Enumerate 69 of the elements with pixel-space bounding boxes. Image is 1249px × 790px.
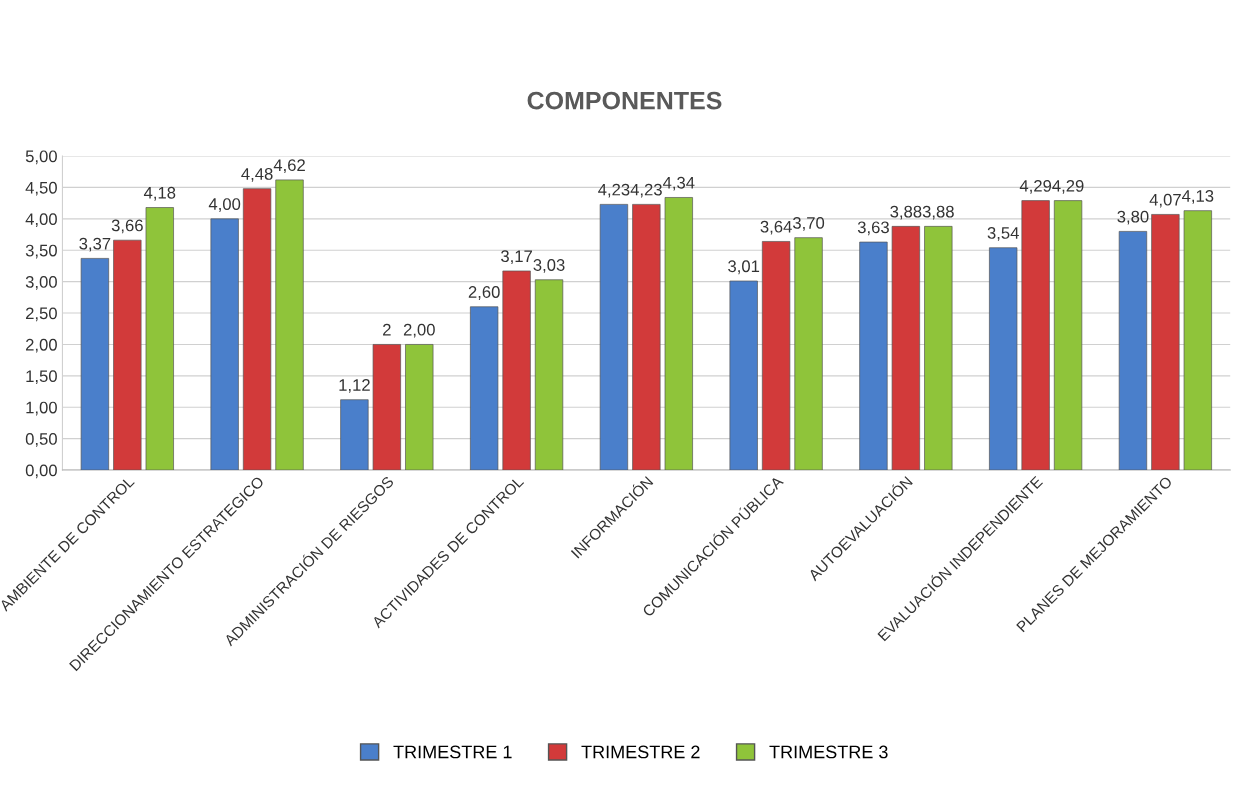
y-tick-label: 2,50 <box>25 307 57 322</box>
bar <box>372 344 401 471</box>
data-label: 3,80 <box>1117 210 1149 225</box>
y-tick-label: 0,50 <box>25 433 57 447</box>
data-label: 3,88 <box>922 205 954 220</box>
bar <box>113 239 142 471</box>
bar <box>729 280 758 471</box>
bar <box>794 237 823 471</box>
data-label: 4,34 <box>662 176 695 191</box>
data-label: 4,29 <box>1019 179 1052 194</box>
data-label: 3,37 <box>79 237 111 252</box>
data-label: 2 <box>383 323 391 336</box>
bar <box>891 226 921 471</box>
bar <box>1021 200 1050 471</box>
data-label: 4,13 <box>1181 190 1214 204</box>
bar <box>340 399 369 471</box>
bar <box>599 204 629 471</box>
legend-label: TRIMESTRE 2 <box>581 745 700 759</box>
y-tick-label: 4,00 <box>25 213 57 227</box>
y-tick-label: 3,00 <box>25 276 57 290</box>
bar <box>1118 231 1148 471</box>
y-tick-label: 3,50 <box>25 244 57 259</box>
y-tick-label: 4,50 <box>25 181 57 196</box>
data-label: 4,00 <box>208 198 241 212</box>
bar <box>1183 210 1212 471</box>
bar <box>924 226 953 471</box>
data-label: 1,12 <box>339 379 370 393</box>
bar <box>275 179 304 471</box>
bar <box>989 247 1018 471</box>
data-label: 2,00 <box>403 323 435 338</box>
y-tick-label: 0,00 <box>25 464 57 479</box>
data-label: 4,23 <box>630 183 662 198</box>
data-label: 4,48 <box>241 168 273 182</box>
data-label: 3,63 <box>857 221 889 236</box>
data-label: 3,66 <box>111 219 143 234</box>
data-label: 4,07 <box>1149 193 1181 208</box>
bar <box>632 204 661 471</box>
bar <box>1151 214 1180 471</box>
data-label: 4,29 <box>1052 179 1084 194</box>
bar <box>761 241 791 471</box>
data-label: 3,54 <box>987 227 1019 241</box>
data-label: 4,18 <box>143 186 176 201</box>
bar <box>210 218 239 471</box>
bar <box>664 197 693 471</box>
bar <box>405 344 434 471</box>
y-tick-label: 5,00 <box>25 150 57 165</box>
y-tick-label: 1,00 <box>26 401 57 416</box>
data-label: 3,03 <box>533 259 565 273</box>
legend-label: TRIMESTRE 1 <box>393 745 512 759</box>
chart-title: COMPONENTES <box>527 91 722 110</box>
bar <box>1053 200 1083 471</box>
bar <box>242 188 272 471</box>
data-label: 3,64 <box>760 220 792 235</box>
data-label: 4,62 <box>273 159 305 174</box>
legend-label: TRIMESTRE 3 <box>769 745 888 759</box>
bar <box>470 306 499 471</box>
data-label: 3,17 <box>501 250 532 265</box>
bar <box>80 258 110 471</box>
bar <box>534 279 564 471</box>
bar <box>502 270 531 471</box>
data-label: 3,01 <box>728 260 760 275</box>
y-tick-label: 1,50 <box>26 370 57 385</box>
bar <box>859 241 888 471</box>
data-label: 3,88 <box>890 205 922 220</box>
data-label: 4,23 <box>598 183 630 198</box>
y-tick-label: 2,00 <box>25 338 57 353</box>
data-label: 3,70 <box>792 217 825 231</box>
bar <box>145 207 174 471</box>
data-label: 2,60 <box>468 286 500 300</box>
